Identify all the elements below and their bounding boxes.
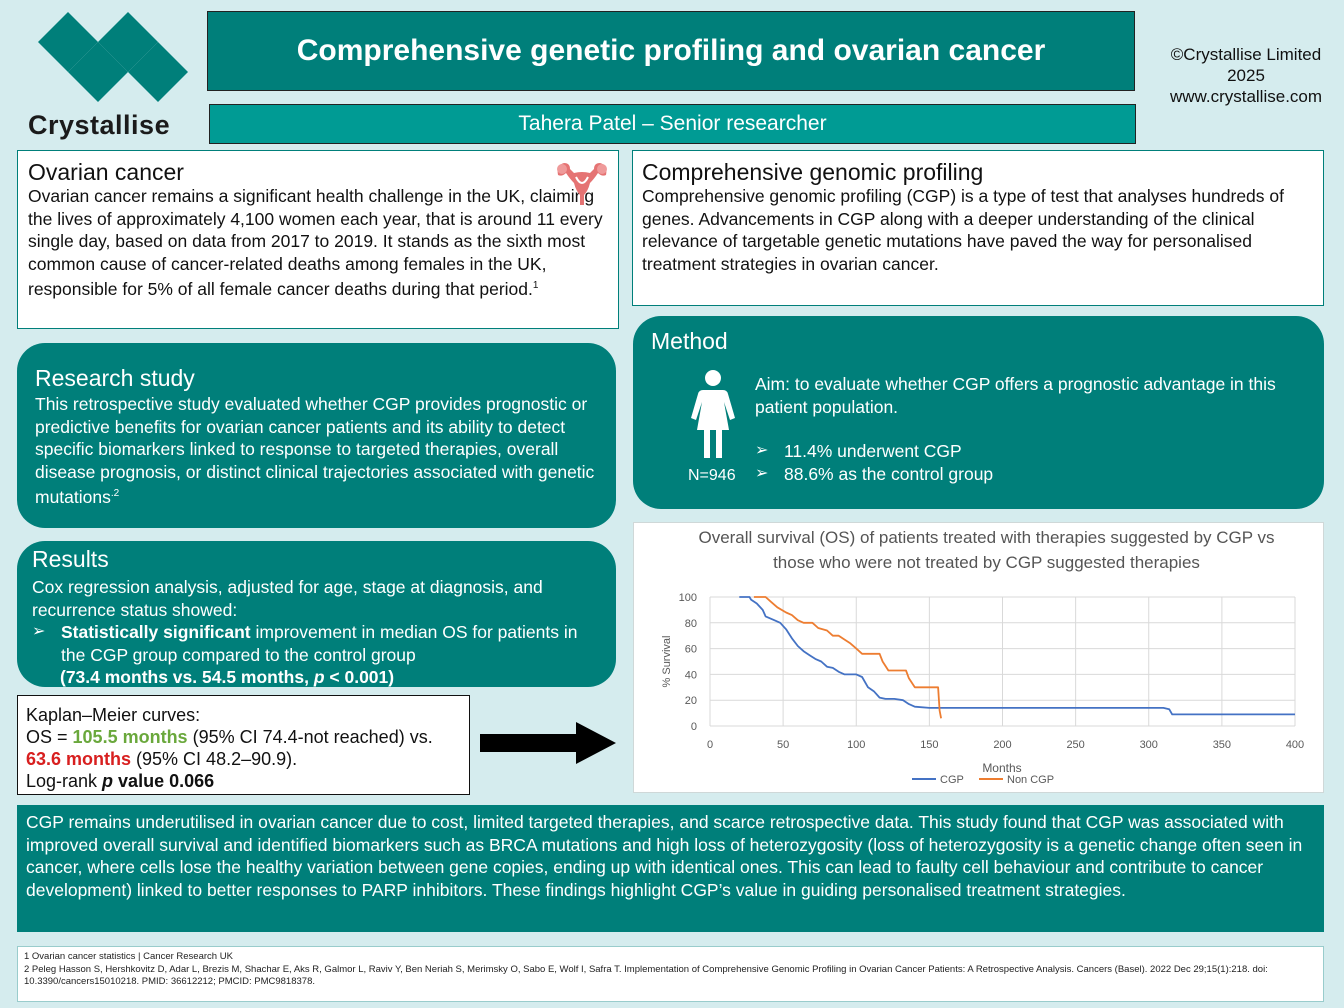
poster-title: Comprehensive genetic profiling and ovar… <box>207 11 1135 91</box>
ovarian-cancer-panel: Ovarian cancer Ovarian cancer remains a … <box>17 150 619 329</box>
x-axis-label: Months <box>982 761 1021 775</box>
legend-label: CGP <box>940 774 964 786</box>
km-os-cgp: 105.5 months <box>72 727 188 747</box>
author-banner: Tahera Patel – Senior researcher <box>209 104 1136 144</box>
x-tick-label: 50 <box>777 739 789 751</box>
x-tick-label: 200 <box>993 739 1011 751</box>
results-panel: Results Cox regression analysis, adjuste… <box>17 541 616 687</box>
results-bullet-text: improvement in median OS for patients in… <box>61 622 578 665</box>
conclusion-panel: CGP remains underutilised in ovarian can… <box>17 805 1324 932</box>
reference-1[interactable]: 1 Ovarian cancer statistics | Cancer Res… <box>24 951 233 962</box>
results-intro: Cox regression analysis, adjusted for ag… <box>32 577 543 620</box>
km-os-line: OS = 105.5 months (95% CI 74.4-not reach… <box>26 726 461 748</box>
x-tick-label: 350 <box>1213 739 1231 751</box>
y-tick-label: 20 <box>685 695 697 707</box>
copyright-year: 2025 <box>1227 66 1265 85</box>
km-os-non-ci: (95% CI 48.2–90.9). <box>131 749 298 769</box>
research-text: This retrospective study evaluated wheth… <box>35 394 595 507</box>
km-logrank-p: p <box>102 771 114 791</box>
results-bullet-bold: Statistically significant <box>61 622 251 642</box>
results-bullet: Statistically significant improvement in… <box>32 621 601 666</box>
sample-size: N=946 <box>688 467 736 484</box>
km-logrank: Log-rank p value 0.066 <box>26 770 461 792</box>
x-tick-label: 0 <box>707 739 713 751</box>
method-panel: Method N=946 Aim: to evaluate whether CG… <box>633 316 1324 509</box>
copyright-line: ©Crystallise Limited <box>1170 45 1322 64</box>
method-list: 11.4% underwent CGP 88.6% as the control… <box>755 440 1295 485</box>
cgp-panel: Comprehensive genomic profiling Comprehe… <box>632 150 1324 306</box>
chart-title: Overall survival (OS) of patients treate… <box>698 528 1275 572</box>
km-os-non: 63.6 months <box>26 749 132 769</box>
results-stats-close: < 0.001) <box>324 667 395 687</box>
woman-icon <box>691 370 735 458</box>
y-tick-label: 40 <box>685 669 697 681</box>
x-tick-label: 150 <box>920 739 938 751</box>
kaplan-meier-box: Kaplan–Meier curves: OS = 105.5 months (… <box>17 695 470 795</box>
survival-chart: 0 20 40 60 80 100 0 50 100 150 200 250 300 350 400 Mont… <box>661 592 1304 786</box>
logo-text: Crystallise <box>28 110 171 140</box>
research-heading: Research study <box>35 365 195 391</box>
y-tick-label: 0 <box>691 721 697 733</box>
x-tick-label: 250 <box>1066 739 1084 751</box>
legend-label: Non CGP <box>1007 774 1054 786</box>
results-stats: (73.4 months vs. 54.5 months, p < 0.001) <box>32 666 601 689</box>
km-os-prefix: OS = <box>26 727 73 747</box>
results-list: Statistically significant improvement in… <box>32 621 601 666</box>
copyright-url: www.crystallise.com <box>1169 87 1323 106</box>
x-tick-label: 300 <box>1140 739 1158 751</box>
x-tick-label: 100 <box>847 739 865 751</box>
km-os-cgp-ci: (95% CI 74.4-not reached) vs. <box>187 727 433 747</box>
km-heading: Kaplan–Meier curves: <box>26 705 201 725</box>
references-panel: 1 Ovarian cancer statistics | Cancer Res… <box>17 946 1324 1002</box>
crystallise-logo <box>38 12 188 102</box>
research-text-body: This retrospective study evaluated wheth… <box>35 394 595 507</box>
ovarian-text: Ovarian cancer remains a significant hea… <box>28 185 608 300</box>
method-heading: Method <box>651 328 728 354</box>
method-aim: Aim: to evaluate whether CGP offers a pr… <box>755 374 1276 417</box>
cgp-heading: Comprehensive genomic profiling <box>642 159 984 185</box>
y-tick-label: 100 <box>679 592 697 604</box>
uterus-icon <box>557 163 607 205</box>
ovarian-text-body: Ovarian cancer remains a significant hea… <box>28 186 603 299</box>
ovarian-ref: 1 <box>532 280 539 291</box>
results-stats-open: (73.4 months vs. 54.5 months, <box>60 667 314 687</box>
results-stats-p: p <box>313 667 325 687</box>
research-ref: 2 <box>113 488 120 499</box>
km-logrank-suffix: value 0.066 <box>113 771 215 791</box>
cgp-text: Comprehensive genomic profiling (CGP) is… <box>642 186 1284 274</box>
results-heading: Results <box>32 546 109 572</box>
ovarian-heading: Ovarian cancer <box>28 159 184 185</box>
km-logrank-prefix: Log-rank <box>26 771 103 791</box>
reference-2: 2 Peleg Hasson S, Hershkovitz D, Adar L,… <box>24 963 1268 988</box>
y-axis-label: % Survival <box>661 636 673 688</box>
y-tick-label: 80 <box>685 618 697 630</box>
survival-chart-panel: Overall survival (OS) of patients treate… <box>633 522 1324 793</box>
km-non-line: 63.6 months (95% CI 48.2–90.9). <box>26 748 461 770</box>
research-study-panel: Research study This retrospective study … <box>17 343 616 528</box>
y-tick-label: 60 <box>685 644 697 656</box>
method-bullet: 88.6% as the control group <box>755 463 1295 486</box>
series-line-non-cgp <box>753 596 942 719</box>
right-arrow-icon <box>480 722 616 764</box>
series-line-cgp <box>739 596 1295 716</box>
x-tick-label: 400 <box>1286 739 1304 751</box>
method-bullet: 11.4% underwent CGP <box>755 440 1295 463</box>
copyright: ©Crystallise Limited 2025 www.crystallis… <box>1148 44 1344 107</box>
